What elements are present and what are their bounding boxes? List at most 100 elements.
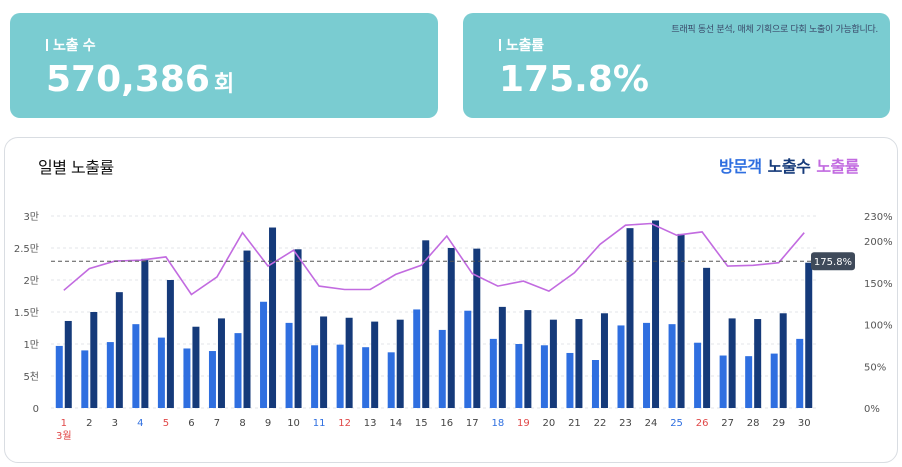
x-tick-label: 10 [287, 418, 300, 429]
bar-visitors [719, 355, 727, 408]
x-tick-label: 17 [466, 418, 479, 429]
x-tick-label: 16 [440, 418, 453, 429]
bar-exposures [779, 313, 787, 408]
bar-visitors [464, 310, 472, 408]
bar-visitors [591, 360, 599, 408]
bar-exposures [626, 228, 634, 408]
bar-visitors [183, 348, 191, 408]
y-right-tick-label: 200% [864, 237, 893, 248]
x-tick-label: 12 [338, 418, 351, 429]
y-right-tick-label: 100% [864, 321, 893, 332]
bar-visitors [566, 352, 574, 408]
bar-exposures [320, 316, 328, 408]
x-tick-label: 11 [313, 418, 326, 429]
bar-exposures [396, 319, 404, 408]
bar-exposures [703, 267, 711, 408]
x-tick-label: 21 [568, 418, 581, 429]
reference-badge [811, 252, 855, 271]
x-tick-label: 30 [798, 418, 811, 429]
exposure-count-card: 노출 수 570,386 회 [10, 13, 438, 118]
bar-visitors [413, 309, 421, 408]
bar-exposures [600, 313, 608, 408]
bar-visitors [132, 324, 140, 408]
legend-rate[interactable]: 노출률 [816, 157, 859, 176]
exposure-count-unit: 회 [213, 72, 235, 97]
bar-exposures [524, 310, 532, 408]
bar-visitors [106, 342, 114, 408]
y-right-tick-label: 0% [864, 404, 880, 415]
bar-exposures [141, 258, 149, 408]
x-tick-label: 14 [389, 418, 402, 429]
x-tick-label: 18 [491, 418, 504, 429]
x-tick-label: 25 [670, 418, 683, 429]
exposure-count-label: 노출 수 [46, 35, 438, 55]
y-left-tick-label: 5천 [23, 371, 39, 383]
bar-exposures [549, 319, 557, 408]
bar-visitors [311, 345, 319, 408]
bar-visitors [55, 345, 63, 408]
bar-exposures [677, 233, 685, 408]
daily-exposure-chart: 05천1만1.5만2만2.5만3만0%50%100%150%200%230%17… [14, 211, 893, 442]
x-tick-label: 23 [619, 418, 632, 429]
rate-line [63, 222, 805, 296]
x-tick-label: 29 [772, 418, 785, 429]
y-left-tick-label: 2.5만 [14, 243, 39, 255]
x-tick-label: 20 [543, 418, 556, 429]
panel-title: 일별 노출률 [38, 158, 114, 177]
bar-visitors [387, 352, 395, 408]
y-left-tick-label: 1만 [23, 339, 39, 351]
bar-visitors [489, 338, 497, 408]
x-tick-label: 24 [645, 418, 658, 429]
reference-badge-label: 175.8% [814, 257, 852, 268]
exposure-count-number: 570,386 [46, 59, 210, 100]
x-tick-label: 5 [163, 418, 169, 429]
bar-visitors [438, 329, 446, 408]
bar-exposures [166, 280, 174, 408]
x-tick-label: 6 [188, 418, 194, 429]
bar-exposures [371, 321, 379, 408]
bar-visitors [540, 345, 548, 408]
bar-exposures [192, 326, 200, 408]
exposure-rate-note: 트래픽 동선 분석, 매체 기획으로 다회 노출이 가능합니다. [671, 25, 878, 35]
x-tick-label: 15 [415, 418, 428, 429]
legend-visitors[interactable]: 방문객 [718, 157, 762, 176]
bar-visitors [234, 333, 242, 408]
bar-visitors [157, 337, 165, 408]
bar-visitors [668, 324, 676, 408]
bar-exposures [652, 220, 660, 408]
bar-exposures [243, 250, 251, 408]
bar-visitors [362, 347, 370, 408]
y-right-tick-label: 150% [864, 279, 893, 290]
y-right-tick-label: 230% [864, 212, 893, 223]
bar-exposures [217, 318, 225, 408]
x-tick-label: 19 [517, 418, 530, 429]
bar-visitors [208, 351, 216, 408]
x-tick-label: 3 [112, 418, 118, 429]
label-marker [46, 39, 48, 51]
x-tick-label: 26 [696, 418, 709, 429]
bar-exposures [498, 306, 506, 408]
exposure-rate-card: 트래픽 동선 분석, 매체 기획으로 다회 노출이 가능합니다. 노출률 175… [463, 13, 890, 118]
x-tick-label: 22 [594, 418, 607, 429]
chart-legend: 방문객 노출수 노출률 [713, 153, 860, 177]
bar-exposures [805, 262, 813, 408]
exposure-count-label-text: 노출 수 [53, 38, 96, 54]
bar-visitors [745, 356, 753, 408]
x-tick-label: 8 [239, 418, 245, 429]
x-tick-label: 27 [721, 418, 734, 429]
bar-exposures [447, 248, 455, 408]
x-tick-label: 4 [137, 418, 143, 429]
legend-exposures[interactable]: 노출수 [767, 157, 811, 176]
bar-visitors [515, 344, 523, 408]
y-left-tick-label: 1.5만 [14, 307, 39, 319]
y-left-tick-label: 2만 [23, 275, 39, 287]
y-left-tick-label: 0 [33, 404, 39, 415]
bar-exposures [422, 240, 430, 408]
bar-exposures [90, 312, 98, 408]
bar-exposures [473, 248, 481, 408]
bar-visitors [336, 344, 344, 408]
x-tick-label: 13 [364, 418, 377, 429]
x-tick-label: 9 [265, 418, 271, 429]
bar-exposures [728, 318, 736, 408]
bar-visitors [81, 350, 89, 408]
